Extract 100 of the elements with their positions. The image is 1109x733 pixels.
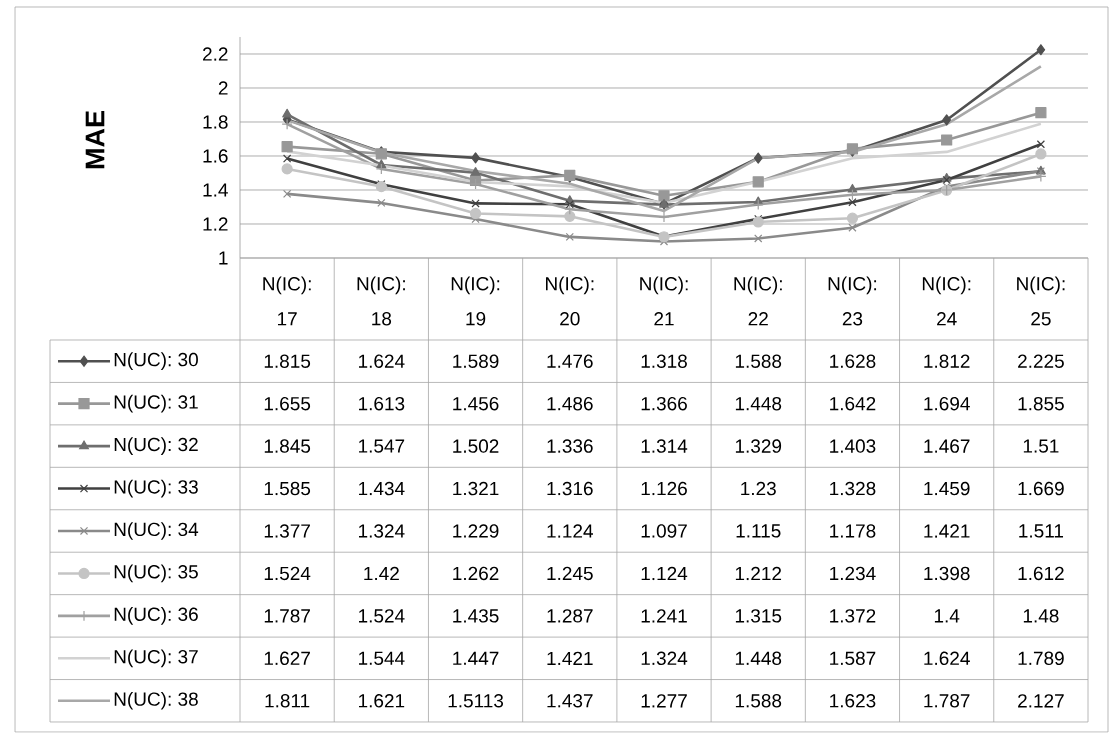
data-label: 1.544: [359, 651, 405, 665]
data-label: 1.4: [934, 609, 960, 623]
data-label: 1.669: [1018, 481, 1064, 496]
data-label: 1.789: [1018, 651, 1064, 666]
data-label: 1.318: [641, 354, 687, 368]
data-label: 1.547: [359, 439, 405, 453]
legend-label: N(UC): 33: [114, 479, 198, 498]
x-tick-label: N(IC): 24: [922, 276, 971, 326]
data-label: 1.372: [830, 609, 876, 623]
data-label: 1.694: [924, 396, 970, 411]
y-tick-label: 2.2: [203, 47, 228, 61]
legend-label: N(UC): 31: [114, 394, 198, 413]
data-label: 1.42: [364, 566, 399, 581]
data-label: 1.448: [735, 651, 782, 666]
data-label: 1.787: [264, 609, 310, 623]
data-label: 1.277: [641, 694, 687, 708]
data-label: 1.447: [453, 651, 499, 665]
data-label: 1.486: [547, 396, 593, 411]
data-label: 1.627: [264, 651, 310, 666]
data-label: 1.421: [547, 651, 593, 665]
data-label: 1.315: [735, 609, 782, 623]
data-label: 1.097: [641, 524, 687, 538]
data-label: 1.587: [830, 651, 876, 666]
data-label: 1.124: [547, 524, 593, 538]
y-tick-label: 1.2: [203, 217, 228, 231]
data-label: 1.434: [359, 481, 405, 496]
data-label: 1.324: [641, 651, 688, 666]
data-label: 1.403: [830, 439, 876, 453]
data-label: 1.124: [641, 566, 688, 581]
data-label: 1.476: [547, 354, 593, 368]
data-label: 1.588: [735, 354, 782, 368]
data-label: 1.624: [359, 354, 405, 368]
x-tick-label: N(IC): 23: [828, 276, 877, 326]
data-label: 1.435: [453, 609, 499, 623]
data-label: 1.437: [547, 694, 593, 708]
data-label: 2.127: [1018, 694, 1064, 708]
data-label: 1.336: [547, 439, 593, 453]
legend-label: N(UC): 37: [114, 649, 198, 668]
data-label: 1.321: [453, 481, 499, 496]
legend-label: N(UC): 38: [114, 691, 198, 710]
data-label: 2.225: [1018, 354, 1064, 368]
data-label: 1.229: [453, 524, 499, 538]
data-label: 1.329: [735, 439, 782, 453]
y-tick-label: 1.8: [203, 115, 228, 129]
data-label: 1.467: [924, 439, 970, 453]
data-label: 1.855: [1018, 396, 1064, 411]
data-label: 1.398: [924, 566, 970, 581]
data-label: 1.5113: [448, 694, 504, 708]
data-label: 1.524: [264, 566, 311, 581]
data-label: 1.589: [453, 354, 499, 368]
data-label: 1.421: [924, 524, 970, 538]
data-label: 1.815: [264, 354, 311, 368]
data-label: 1.262: [453, 566, 499, 581]
legend-label: N(UC): 36: [114, 607, 198, 625]
data-label: 1.588: [735, 694, 782, 708]
data-label: 1.459: [924, 481, 970, 496]
data-label: 1.48: [1023, 609, 1059, 623]
legend-label: N(UC): 34: [114, 522, 199, 540]
data-label: 1.241: [641, 609, 687, 623]
y-tick-label: 2: [218, 81, 228, 95]
data-label: 1.628: [830, 354, 876, 368]
x-tick-label: N(IC): 17: [263, 276, 311, 326]
data-label: 1.511: [1019, 524, 1064, 538]
data-label: 1.812: [924, 354, 970, 368]
y-tick-label: 1.6: [203, 149, 228, 163]
data-label: 1.845: [264, 439, 311, 453]
x-tick-label: N(IC): 21: [640, 276, 688, 326]
data-label: 1.178: [830, 524, 876, 538]
legend-label: N(UC): 30: [114, 352, 198, 371]
data-label: 1.655: [264, 396, 311, 411]
x-tick-label: N(IC): 18: [357, 276, 405, 326]
data-label: 1.456: [453, 396, 499, 411]
data-label: 1.328: [830, 481, 876, 496]
data-label: 1.624: [924, 651, 970, 666]
data-label: 1.324: [359, 524, 405, 538]
y-axis-title: MAE: [85, 111, 105, 169]
data-label: 1.126: [641, 481, 687, 496]
data-label: 1.115: [736, 524, 781, 538]
data-label: 1.245: [547, 566, 593, 581]
data-label: 1.51: [1023, 439, 1059, 453]
data-label: 1.23: [741, 481, 776, 496]
data-label: 1.377: [264, 524, 310, 538]
data-label: 1.585: [264, 481, 311, 496]
legend-label: N(UC): 32: [114, 437, 198, 455]
data-label: 1.366: [641, 396, 687, 411]
data-label: 1.314: [641, 439, 688, 453]
data-label: 1.621: [359, 694, 405, 708]
data-label: 1.623: [830, 694, 876, 708]
data-label: 1.234: [830, 566, 876, 581]
data-label: 1.787: [924, 694, 970, 708]
data-label: 1.287: [547, 609, 593, 623]
data-label: 1.448: [735, 396, 782, 411]
data-label: 1.642: [830, 396, 876, 411]
y-tick-label: 1: [219, 251, 228, 265]
data-label: 1.502: [453, 439, 499, 453]
x-tick-label: N(IC): 25: [1017, 276, 1065, 326]
data-label: 1.811: [265, 694, 310, 708]
x-tick-label: N(IC): 22: [734, 276, 782, 326]
legend-label: N(UC): 35: [114, 564, 198, 583]
data-label: 1.612: [1018, 566, 1064, 581]
